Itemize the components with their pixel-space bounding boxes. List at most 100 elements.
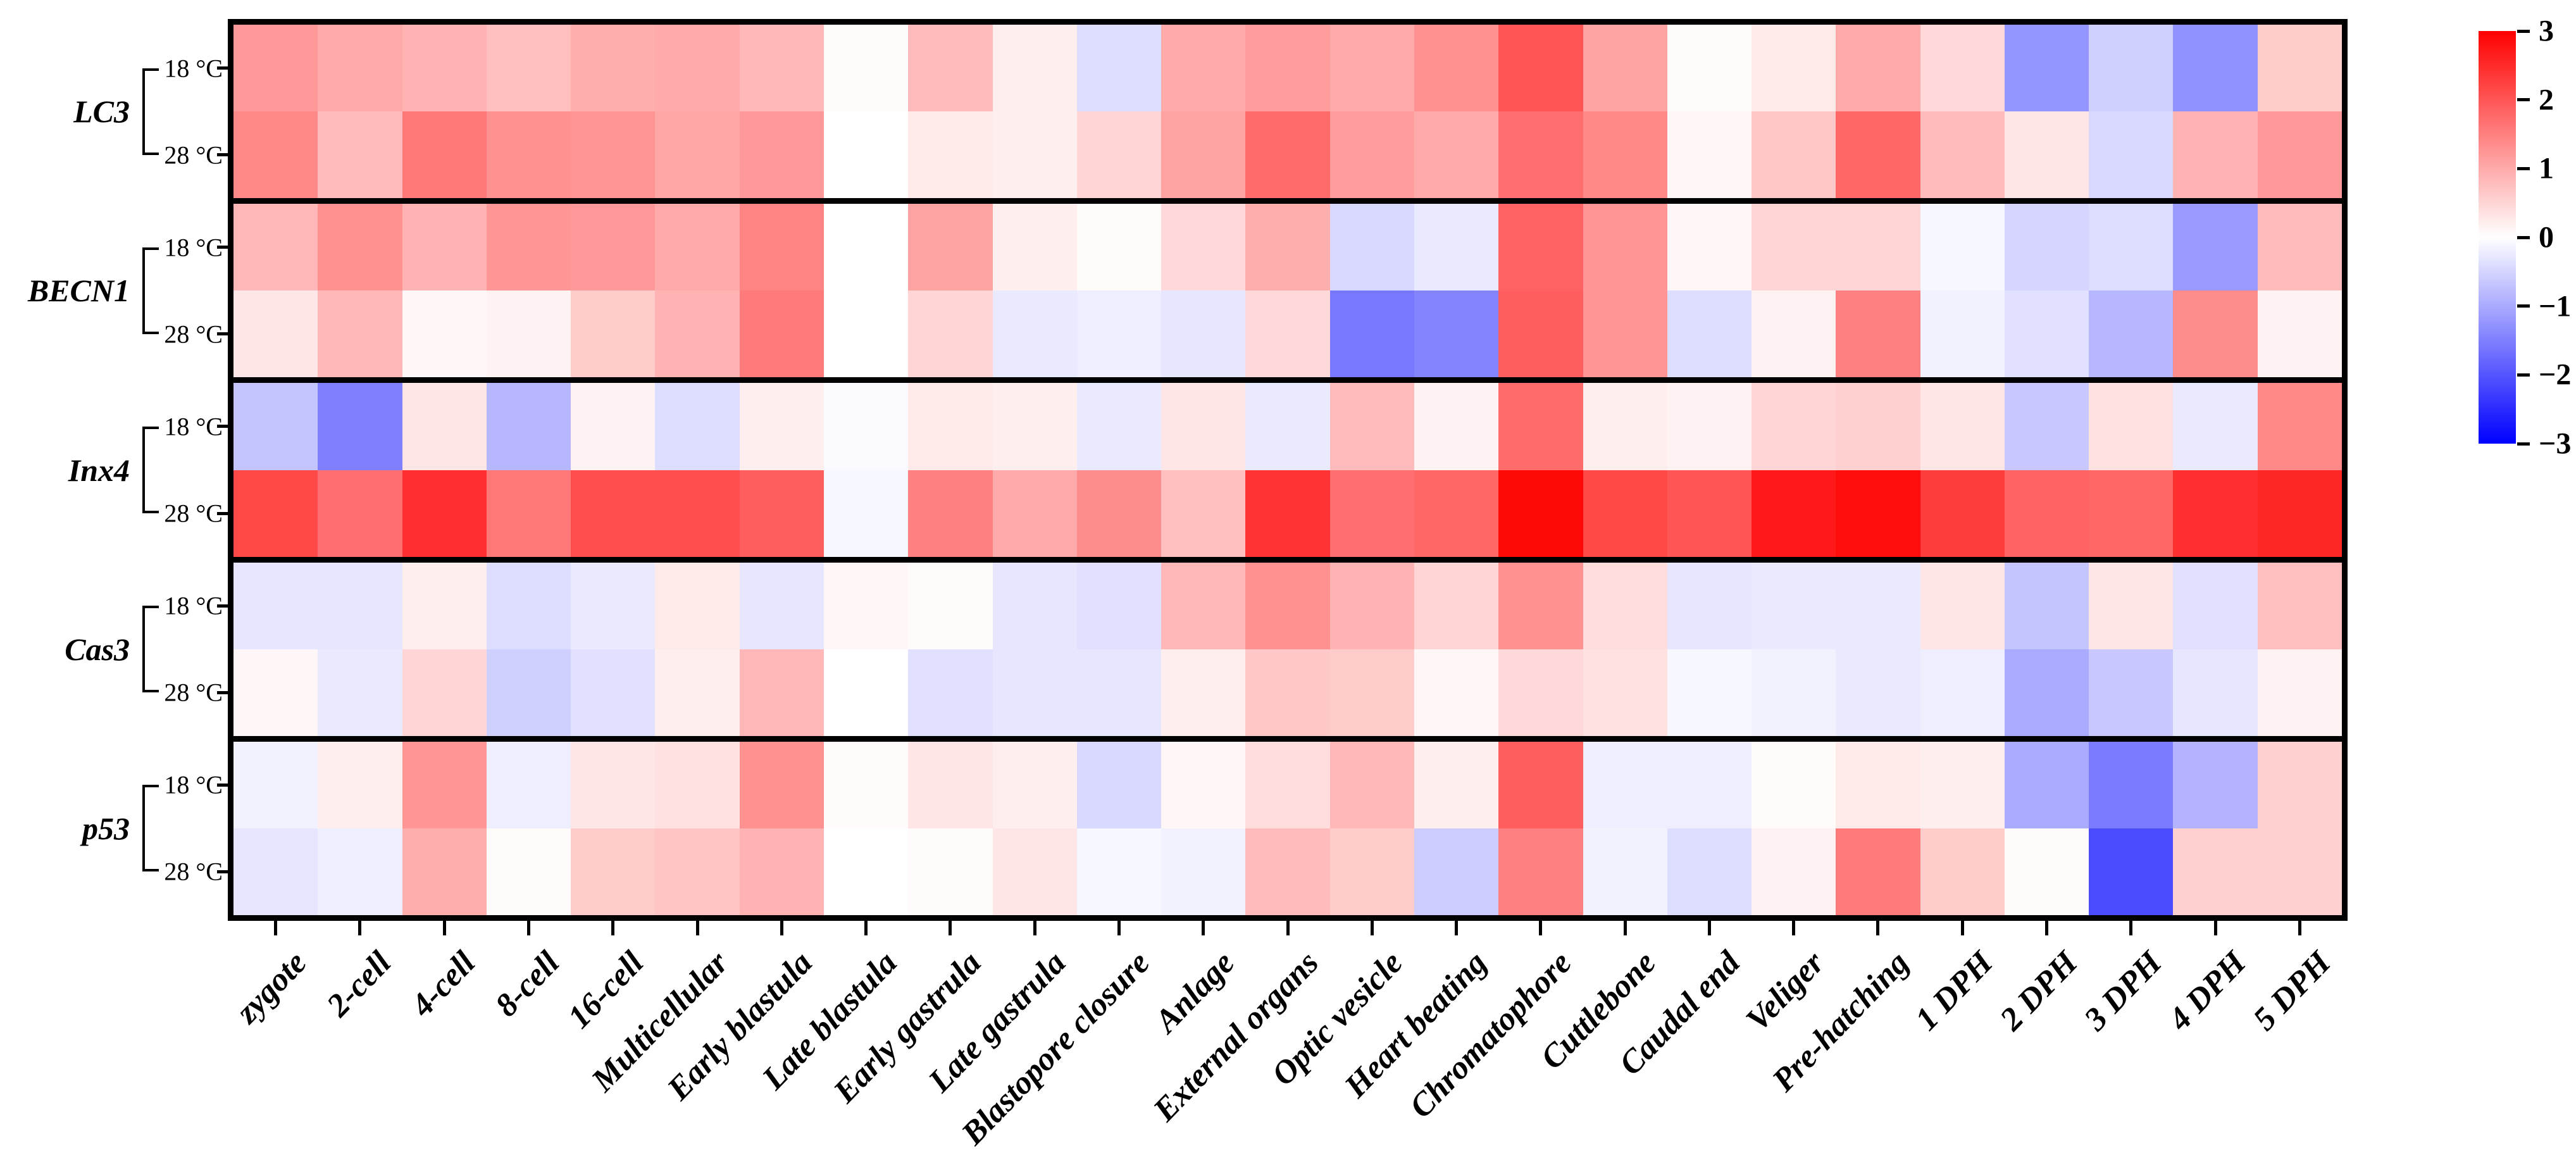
heatmap-cell: [1583, 470, 1667, 557]
heatmap-cell: [233, 290, 318, 378]
heatmap-cell: [486, 470, 571, 557]
heatmap-cell: [1752, 649, 1836, 736]
colorbar-tick-label: 1: [2539, 151, 2554, 185]
heatmap-cell: [318, 25, 402, 112]
x-axis-tick: [274, 921, 278, 935]
heatmap-cell: [2004, 204, 2089, 291]
heatmap-cell: [908, 470, 993, 557]
heatmap-cell: [233, 383, 318, 470]
heatmap-cell: [233, 741, 318, 828]
heatmap-cell: [1161, 25, 1246, 112]
heatmap-cell: [486, 25, 571, 112]
heatmap-cell: [233, 204, 318, 291]
heatmap-cell: [1752, 470, 1836, 557]
heatmap-cell: [739, 383, 824, 470]
temperature-label: 28 °C: [164, 857, 223, 886]
heatmap-cell: [1498, 562, 1583, 649]
heatmap-grid: [228, 19, 2348, 921]
heatmap-cell: [655, 741, 740, 828]
gene-band-Cas3: [233, 562, 2343, 742]
heatmap-cell: [2004, 25, 2089, 112]
heatmap-cell: [1161, 828, 1246, 916]
heatmap-cell: [823, 111, 909, 199]
heatmap-cell: [739, 649, 824, 736]
heatmap-cell: [1583, 204, 1667, 291]
heatmap-cell: [655, 25, 740, 112]
gene-label: Inx4: [68, 452, 130, 488]
heatmap-cell: [2089, 25, 2174, 112]
temperature-label: 18 °C: [164, 54, 223, 83]
heatmap-cell: [1161, 741, 1246, 828]
heatmap-cell: [571, 562, 656, 649]
heatmap-cell: [1583, 111, 1667, 199]
heatmap-cell: [233, 649, 318, 736]
heatmap-cell: [1920, 25, 2005, 112]
heatmap-cell: [1836, 470, 1920, 557]
heatmap-cell: [2089, 828, 2174, 916]
gene-band-LC3: [233, 25, 2343, 204]
heatmap-row: [233, 111, 2343, 199]
heatmap-cell: [1161, 470, 1246, 557]
temperature-label: 28 °C: [164, 499, 223, 528]
heatmap-cell: [1245, 290, 1330, 378]
heatmap-cell: [1667, 562, 1752, 649]
heatmap-cell: [1836, 649, 1920, 736]
heatmap-cell: [739, 828, 824, 916]
colorbar-tick: [2517, 442, 2530, 446]
heatmap-row: [233, 828, 2343, 916]
heatmap-cell: [739, 741, 824, 828]
colorbar-tick: [2517, 166, 2530, 170]
heatmap-cell: [486, 111, 571, 199]
heatmap-cell: [1161, 383, 1246, 470]
heatmap-cell: [1752, 741, 1836, 828]
heatmap-row: [233, 741, 2343, 828]
heatmap-cell: [823, 25, 909, 112]
heatmap-cell: [2173, 25, 2258, 112]
heatmap-cell: [908, 562, 993, 649]
heatmap-cell: [2089, 204, 2174, 291]
heatmap-cell: [1752, 111, 1836, 199]
heatmap-cell: [2089, 470, 2174, 557]
x-axis-label: Early gastrula: [826, 944, 988, 1110]
x-axis-tick: [2129, 921, 2133, 935]
heatmap-cell: [486, 649, 571, 736]
heatmap-cell: [1498, 383, 1583, 470]
temperature-label: 18 °C: [164, 412, 223, 441]
gene-band-Inx4: [233, 383, 2343, 563]
heatmap-cell: [1329, 25, 1414, 112]
heatmap-cell: [655, 383, 740, 470]
gene-label: LC3: [73, 94, 130, 130]
heatmap-cell: [486, 562, 571, 649]
heatmap-cell: [1667, 204, 1752, 291]
heatmap-cell: [1920, 383, 2005, 470]
heatmap-cell: [1414, 290, 1499, 378]
heatmap-cell: [2004, 470, 2089, 557]
heatmap-cell: [233, 828, 318, 916]
y-axis-tick: [217, 66, 228, 70]
heatmap-cell: [486, 290, 571, 378]
heatmap-cell: [1583, 741, 1667, 828]
y-axis-tick: [217, 870, 228, 873]
heatmap-cell: [402, 470, 487, 557]
heatmap-cell: [1920, 290, 2005, 378]
heatmap-cell: [1752, 828, 1836, 916]
heatmap-cell: [1498, 741, 1583, 828]
colorbar-tick: [2517, 29, 2530, 33]
heatmap-cell: [2004, 562, 2089, 649]
heatmap-cell: [2257, 25, 2343, 112]
colorbar-tick-label: 0: [2539, 220, 2554, 254]
heatmap-cell: [1667, 25, 1752, 112]
x-axis-tick: [1455, 921, 1459, 935]
heatmap-cell: [739, 204, 824, 291]
heatmap-cell: [1583, 290, 1667, 378]
colorbar-tick-label: 3: [2539, 14, 2554, 48]
heatmap-cell: [739, 111, 824, 199]
heatmap-cell: [992, 383, 1077, 470]
heatmap-cell: [318, 828, 402, 916]
y-axis-tick: [217, 246, 228, 249]
heatmap-cell: [1752, 562, 1836, 649]
heatmap-row: [233, 649, 2343, 736]
heatmap-cell: [318, 383, 402, 470]
x-axis-label: 4-cell: [404, 944, 482, 1024]
heatmap-cell: [2089, 741, 2174, 828]
